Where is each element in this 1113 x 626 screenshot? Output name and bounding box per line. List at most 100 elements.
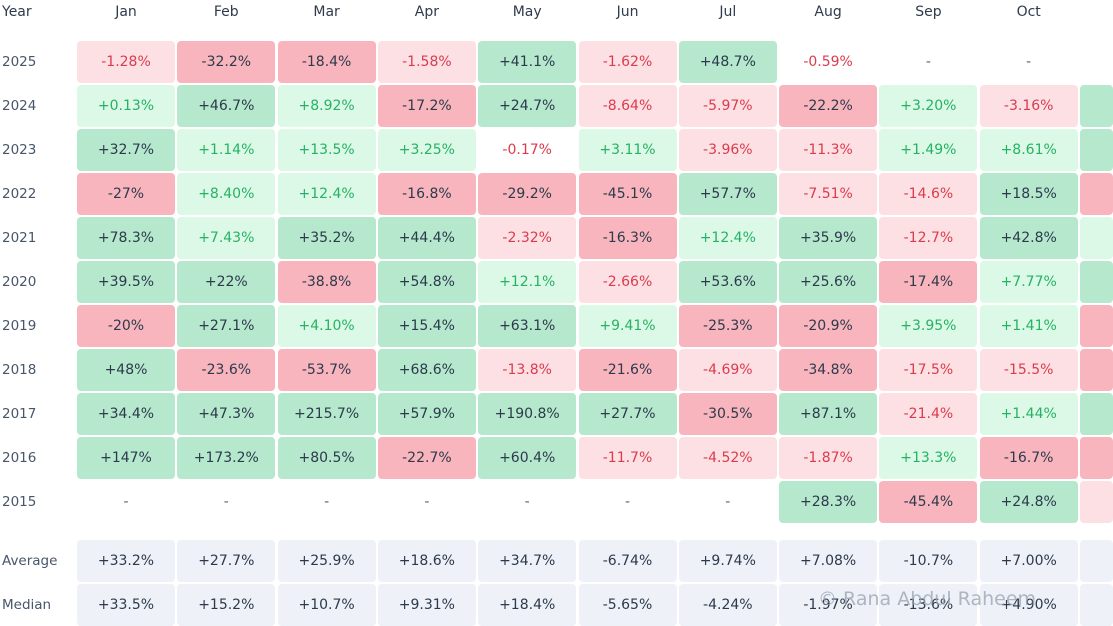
return-cell-2024-jan[interactable]: +0.13%	[77, 85, 175, 127]
return-cell-2017-jul[interactable]: -30.5%	[678, 393, 777, 435]
return-cell-2025-sep[interactable]: -	[925, 54, 931, 70]
return-cell-2024-feb[interactable]: +46.7%	[177, 85, 276, 127]
return-cell-2015-oct[interactable]: +24.8%	[979, 481, 1078, 523]
stat-cell-median-jun[interactable]: -5.65%	[578, 584, 677, 626]
return-cell-2018-apr[interactable]: +68.6%	[377, 349, 476, 391]
return-cell-2022-apr[interactable]: -16.8%	[377, 173, 476, 215]
return-cell-2018-nov[interactable]	[1080, 349, 1113, 391]
stat-cell-average-aug[interactable]: +7.08%	[779, 540, 878, 582]
return-cell-2018-mar[interactable]: -53.7%	[277, 349, 376, 391]
return-cell-2019-jan[interactable]: -20%	[77, 305, 175, 347]
return-cell-2022-sep[interactable]: -14.6%	[879, 173, 978, 215]
return-cell-2018-jan[interactable]: +48%	[77, 349, 175, 391]
return-cell-2025-feb[interactable]: -32.2%	[177, 41, 276, 83]
return-cell-2024-jun[interactable]: -8.64%	[578, 85, 677, 127]
return-cell-2015-feb[interactable]: -	[223, 494, 229, 510]
stat-cell-average-jul[interactable]: +9.74%	[678, 540, 777, 582]
return-cell-2024-may[interactable]: +24.7%	[478, 85, 577, 127]
return-cell-2016-mar[interactable]: +80.5%	[277, 437, 376, 479]
return-cell-2019-feb[interactable]: +27.1%	[177, 305, 276, 347]
return-cell-2024-mar[interactable]: +8.92%	[277, 85, 376, 127]
stat-cell-average-jun[interactable]: -6.74%	[578, 540, 677, 582]
return-cell-2016-apr[interactable]: -22.7%	[377, 437, 476, 479]
return-cell-2023-feb[interactable]: +1.14%	[177, 129, 276, 171]
return-cell-2022-jul[interactable]: +57.7%	[678, 173, 777, 215]
stat-cell-average-nov[interactable]	[1080, 540, 1113, 582]
return-cell-2017-jan[interactable]: +34.4%	[77, 393, 175, 435]
return-cell-2023-aug[interactable]: -11.3%	[779, 129, 878, 171]
return-cell-2015-apr[interactable]: -	[424, 494, 430, 510]
return-cell-2025-apr[interactable]: -1.58%	[377, 41, 476, 83]
return-cell-2017-aug[interactable]: +87.1%	[779, 393, 878, 435]
return-cell-2025-may[interactable]: +41.1%	[478, 41, 577, 83]
return-cell-2015-sep[interactable]: -45.4%	[879, 481, 978, 523]
return-cell-2018-feb[interactable]: -23.6%	[177, 349, 276, 391]
return-cell-2023-mar[interactable]: +13.5%	[277, 129, 376, 171]
return-cell-2023-jun[interactable]: +3.11%	[578, 129, 677, 171]
return-cell-2025-aug[interactable]: -0.59%	[803, 54, 853, 70]
return-cell-2022-jan[interactable]: -27%	[77, 173, 175, 215]
return-cell-2023-sep[interactable]: +1.49%	[879, 129, 978, 171]
return-cell-2024-sep[interactable]: +3.20%	[879, 85, 978, 127]
return-cell-2024-apr[interactable]: -17.2%	[377, 85, 476, 127]
return-cell-2018-may[interactable]: -13.8%	[478, 349, 577, 391]
return-cell-2017-feb[interactable]: +47.3%	[177, 393, 276, 435]
return-cell-2021-aug[interactable]: +35.9%	[779, 217, 878, 259]
return-cell-2018-jul[interactable]: -4.69%	[678, 349, 777, 391]
return-cell-2022-feb[interactable]: +8.40%	[177, 173, 276, 215]
return-cell-2020-jan[interactable]: +39.5%	[77, 261, 175, 303]
return-cell-2017-mar[interactable]: +215.7%	[277, 393, 376, 435]
return-cell-2020-nov[interactable]	[1080, 261, 1113, 303]
return-cell-2022-jun[interactable]: -45.1%	[578, 173, 677, 215]
return-cell-2017-sep[interactable]: -21.4%	[879, 393, 978, 435]
return-cell-2022-oct[interactable]: +18.5%	[979, 173, 1078, 215]
return-cell-2016-sep[interactable]: +13.3%	[879, 437, 978, 479]
return-cell-2019-may[interactable]: +63.1%	[478, 305, 577, 347]
return-cell-2025-nov[interactable]	[1080, 41, 1113, 83]
return-cell-2021-jun[interactable]: -16.3%	[578, 217, 677, 259]
return-cell-2019-aug[interactable]: -20.9%	[779, 305, 878, 347]
return-cell-2021-oct[interactable]: +42.8%	[979, 217, 1078, 259]
return-cell-2024-jul[interactable]: -5.97%	[678, 85, 777, 127]
stat-cell-median-nov[interactable]	[1080, 584, 1113, 626]
return-cell-2022-mar[interactable]: +12.4%	[277, 173, 376, 215]
return-cell-2024-aug[interactable]: -22.2%	[779, 85, 878, 127]
return-cell-2020-feb[interactable]: +22%	[177, 261, 276, 303]
return-cell-2021-sep[interactable]: -12.7%	[879, 217, 978, 259]
return-cell-2018-jun[interactable]: -21.6%	[578, 349, 677, 391]
return-cell-2021-jan[interactable]: +78.3%	[77, 217, 175, 259]
return-cell-2016-aug[interactable]: -1.87%	[779, 437, 878, 479]
return-cell-2020-may[interactable]: +12.1%	[478, 261, 577, 303]
stat-cell-median-feb[interactable]: +15.2%	[177, 584, 276, 626]
return-cell-2022-may[interactable]: -29.2%	[478, 173, 577, 215]
return-cell-2021-feb[interactable]: +7.43%	[177, 217, 276, 259]
return-cell-2023-jan[interactable]: +32.7%	[77, 129, 175, 171]
return-cell-2017-jun[interactable]: +27.7%	[578, 393, 677, 435]
return-cell-2020-jun[interactable]: -2.66%	[578, 261, 677, 303]
return-cell-2022-aug[interactable]: -7.51%	[779, 173, 878, 215]
return-cell-2015-jan[interactable]: -	[123, 494, 129, 510]
return-cell-2019-mar[interactable]: +4.10%	[277, 305, 376, 347]
return-cell-2019-apr[interactable]: +15.4%	[377, 305, 476, 347]
return-cell-2023-apr[interactable]: +3.25%	[377, 129, 476, 171]
return-cell-2019-nov[interactable]	[1080, 305, 1113, 347]
stat-cell-average-apr[interactable]: +18.6%	[377, 540, 476, 582]
stat-cell-median-mar[interactable]: +10.7%	[277, 584, 376, 626]
return-cell-2020-sep[interactable]: -17.4%	[879, 261, 978, 303]
return-cell-2020-aug[interactable]: +25.6%	[779, 261, 878, 303]
return-cell-2016-feb[interactable]: +173.2%	[177, 437, 276, 479]
return-cell-2023-may[interactable]: -0.17%	[502, 142, 552, 158]
return-cell-2025-jun[interactable]: -1.62%	[578, 41, 677, 83]
return-cell-2015-jul[interactable]: -	[725, 494, 731, 510]
return-cell-2016-jun[interactable]: -11.7%	[578, 437, 677, 479]
return-cell-2023-jul[interactable]: -3.96%	[678, 129, 777, 171]
return-cell-2021-mar[interactable]: +35.2%	[277, 217, 376, 259]
stat-cell-average-oct[interactable]: +7.00%	[979, 540, 1078, 582]
return-cell-2023-oct[interactable]: +8.61%	[979, 129, 1078, 171]
stat-cell-average-jan[interactable]: +33.2%	[77, 540, 175, 582]
return-cell-2016-jan[interactable]: +147%	[77, 437, 175, 479]
return-cell-2024-oct[interactable]: -3.16%	[979, 85, 1078, 127]
stat-cell-average-may[interactable]: +34.7%	[478, 540, 577, 582]
return-cell-2020-mar[interactable]: -38.8%	[277, 261, 376, 303]
stat-cell-median-aug[interactable]: -1.97%	[779, 584, 878, 626]
